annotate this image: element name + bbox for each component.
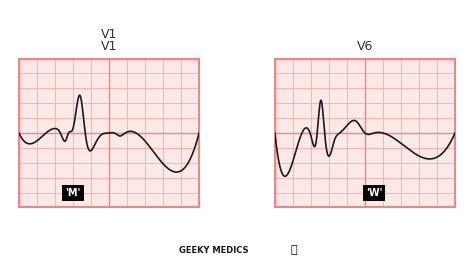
Text: Right Bundle Branch Block: Right Bundle Branch Block <box>81 14 393 34</box>
Text: V1: V1 <box>101 28 117 41</box>
Text: 'W': 'W' <box>366 188 382 198</box>
Text: 🧠: 🧠 <box>291 245 297 255</box>
Text: V1: V1 <box>101 40 117 53</box>
Text: MaRroW: MaRroW <box>202 131 253 145</box>
Text: 'M': 'M' <box>65 188 81 198</box>
Text: GEEKY MEDICS: GEEKY MEDICS <box>179 246 248 255</box>
Text: V6: V6 <box>357 40 373 53</box>
